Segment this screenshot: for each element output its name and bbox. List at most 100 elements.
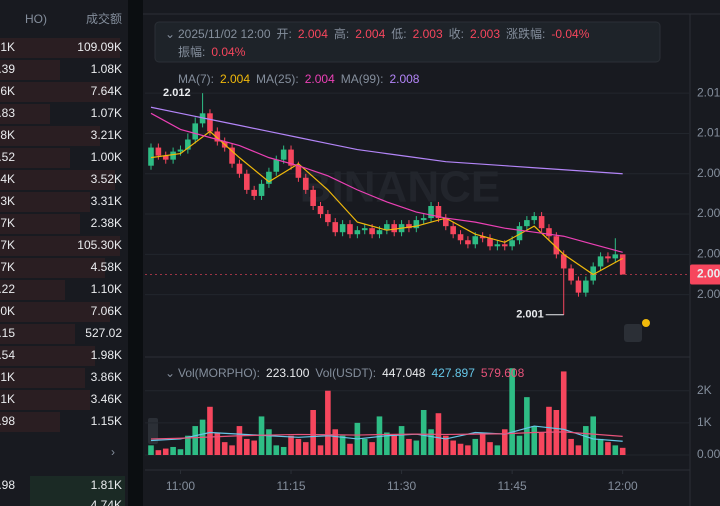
vol-tick-label: 0.00 [697,447,720,461]
volume-bar [487,442,493,455]
volume-bar [177,449,184,455]
depth-bar [0,324,75,344]
depth-bar [0,126,100,146]
low-annotation: 2.001 [516,309,544,321]
candle-body [443,218,449,227]
amount-cell: 1.15K [91,414,122,428]
vol-ma-line [150,425,623,442]
volume-bar [501,429,508,455]
candle-body [302,177,309,190]
volume-bar [280,446,287,455]
price-cell: 3K [0,194,15,208]
candle-body [420,218,427,221]
volume-bar [420,410,427,455]
volume-bar [583,426,589,455]
price-tag-label: 2.0030 [697,267,720,281]
vol-tick-label: 1K [697,415,712,429]
side-toggle[interactable] [148,418,158,444]
candle-body [148,147,154,166]
candle-body [479,236,486,239]
price-cell: 7K [0,238,15,252]
volume-bar [457,443,464,455]
ma-legend-value: 2.008 [389,72,419,86]
candle-body [509,240,515,247]
vol-ma-value: 579.608 [481,366,525,380]
price-cell: 1K [0,40,15,54]
price-cell: 0K [0,304,15,318]
info-label: 高: [334,26,349,41]
info-label: 低: [391,27,406,41]
candle-body [177,149,184,152]
info-value: 0.04% [211,45,245,59]
candle-body [185,139,191,150]
volume-bar [332,429,339,455]
ma-legend-value: 2.004 [220,72,250,86]
amount-cell: 1.07K [91,106,122,120]
candle-body [465,240,471,245]
amount-cell: 1.98K [91,348,122,362]
candle-body [590,266,596,281]
volume-bar [575,445,582,455]
volume-bar [560,371,567,455]
amount-cell: 3.31K [91,194,122,208]
candle-body [406,224,412,229]
volume-bar [339,435,346,455]
candle-body [354,230,361,235]
candle-body [162,155,169,160]
vol-ma-value: 427.897 [431,366,475,380]
info-value: -0.04% [551,27,589,41]
candle-body [207,113,213,132]
volume-bar [214,432,221,455]
candle-body [487,238,493,247]
vol-tick-label: 2K [697,383,712,397]
amount-cell: 3.52K [91,172,122,186]
volume-bar [266,429,272,455]
volume-bar [398,426,405,455]
volume-bar [413,440,420,455]
collapse-icon: ⌄ [165,366,175,380]
amount-cell: 7.64K [91,84,122,98]
amount-cell: 4.58K [91,260,122,274]
candle-body [560,254,567,269]
volume-bar [207,406,213,455]
candle-body [339,224,346,233]
depth-bar [0,170,115,190]
amount-cell: 4.74K [91,498,122,506]
volume-bar [325,390,331,455]
amount-cell: 109.09K [77,40,122,54]
volume-bar [369,442,375,455]
volume-bar [310,410,316,455]
candle-body [597,256,604,267]
collapse-icon[interactable]: ⌄ [165,27,175,41]
candle-body [229,147,235,164]
volume-bar [516,435,523,455]
depth-bar [0,412,60,432]
volume-bar [509,368,515,455]
candle-body [347,224,353,235]
volume-bar [148,445,154,455]
candle-body [413,220,420,229]
volume-bar [251,440,257,455]
candle-body [612,254,619,259]
candle-body [236,163,243,174]
candle-body [332,222,339,233]
amount-cell: 1.08K [91,62,122,76]
candle-body [583,280,589,293]
price-cell: .39 [0,62,15,76]
tool-icon[interactable] [624,324,642,342]
ma-legend-value: 2.004 [305,72,335,86]
vol-legend: Vol(USDT): [315,366,376,380]
volume-bar [317,445,324,455]
candle-body [376,230,383,235]
volume-bar [428,429,434,455]
volume-bar [192,426,199,455]
candle-body [214,131,221,142]
expand-icon[interactable]: › [111,445,115,459]
price-cell: .52 [0,150,15,164]
depth-bar [0,302,110,322]
info-box [154,21,661,63]
candle-body [325,214,331,223]
candle-body [155,147,162,156]
candle-body [369,228,375,235]
